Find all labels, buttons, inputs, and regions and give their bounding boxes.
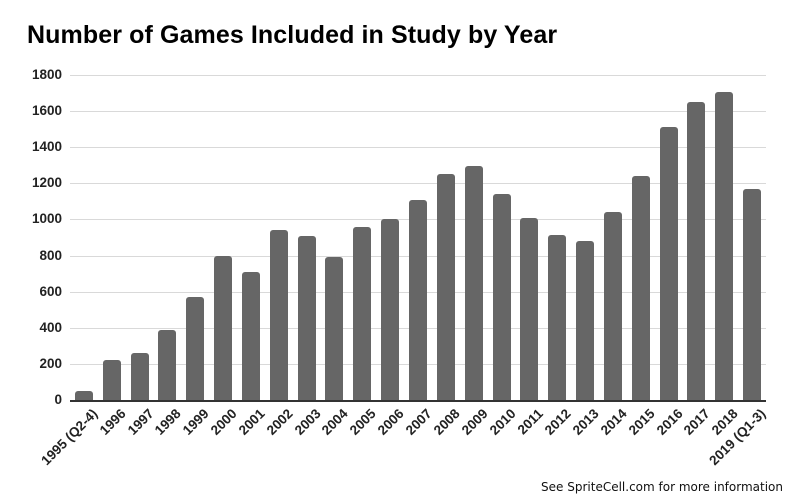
x-axis-tick-label: 2009 (458, 406, 491, 438)
y-axis-tick-label: 800 (39, 247, 62, 263)
bar[interactable] (158, 330, 177, 400)
x-axis-tick-label: 2007 (402, 406, 435, 438)
y-axis-tick-label: 400 (39, 319, 62, 335)
x-axis-tick-label: 2003 (291, 406, 324, 438)
bar[interactable] (102, 360, 121, 400)
bar[interactable] (325, 257, 344, 400)
bar[interactable] (381, 219, 400, 400)
bar[interactable] (687, 102, 706, 400)
gridline (70, 183, 766, 185)
x-axis-tick-label: 2015 (625, 406, 658, 438)
bar[interactable] (520, 217, 539, 400)
bar[interactable] (464, 166, 483, 400)
bar[interactable] (269, 230, 288, 400)
chart-title: Number of Games Included in Study by Yea… (27, 21, 558, 49)
y-axis-tick-label: 1200 (31, 175, 62, 191)
x-axis-tick-label: 2001 (235, 406, 268, 438)
source-footnote: See SpriteCell.com for more information (541, 480, 783, 494)
x-axis-tick-label: 2017 (681, 406, 714, 438)
bar[interactable] (576, 241, 595, 400)
x-axis-tick-label: 2011 (514, 406, 547, 438)
y-axis-tick-label: 600 (39, 283, 62, 299)
x-axis-tick-label: 1995 (Q2-4) (38, 406, 101, 469)
bar[interactable] (715, 92, 734, 400)
gridline (70, 75, 766, 76)
bar[interactable] (743, 188, 762, 400)
bar[interactable] (631, 176, 650, 400)
bar[interactable] (492, 194, 511, 400)
y-axis-tick-label: 1000 (31, 211, 62, 227)
bar[interactable] (130, 353, 149, 400)
bar[interactable] (214, 255, 233, 400)
y-axis-tick-label: 200 (39, 355, 62, 371)
gridline (70, 111, 766, 113)
x-axis-tick-label: 2016 (653, 406, 686, 438)
bar[interactable] (409, 199, 427, 400)
x-axis-tick-label: 2014 (597, 406, 630, 438)
gridline (70, 147, 766, 149)
x-axis-tick-label: 1996 (96, 406, 129, 438)
x-axis-tick-label: 1999 (180, 406, 212, 438)
bar[interactable] (241, 271, 260, 400)
x-axis-tick-label: 2002 (263, 406, 296, 438)
y-axis-tick-label: 0 (54, 392, 62, 407)
bar[interactable] (603, 212, 622, 400)
bar[interactable] (186, 297, 205, 400)
x-axis-line (70, 399, 766, 402)
x-axis-tick-label: 1997 (124, 406, 157, 438)
x-axis-tick-label: 2010 (486, 406, 519, 438)
x-axis-tick-label: 2008 (430, 406, 463, 438)
x-axis-tick-label: 2006 (374, 406, 407, 438)
bar[interactable] (74, 390, 93, 400)
bar[interactable] (297, 235, 316, 400)
bar[interactable] (659, 127, 678, 400)
y-axis-tick-label: 1800 (31, 67, 62, 82)
x-axis-tick-label: 2012 (541, 406, 574, 438)
bar[interactable] (548, 234, 567, 400)
bar[interactable] (353, 226, 372, 400)
bar[interactable] (436, 174, 455, 400)
x-axis-tick-label: 1998 (152, 406, 185, 438)
x-axis-tick-label: 2013 (569, 406, 602, 438)
x-axis-tick-label: 2004 (319, 406, 352, 438)
x-axis-tick-label: 2000 (207, 406, 240, 438)
y-axis-tick-label: 1600 (31, 103, 62, 119)
x-axis-tick-label: 2005 (347, 406, 379, 438)
y-axis-tick-label: 1400 (31, 139, 62, 155)
